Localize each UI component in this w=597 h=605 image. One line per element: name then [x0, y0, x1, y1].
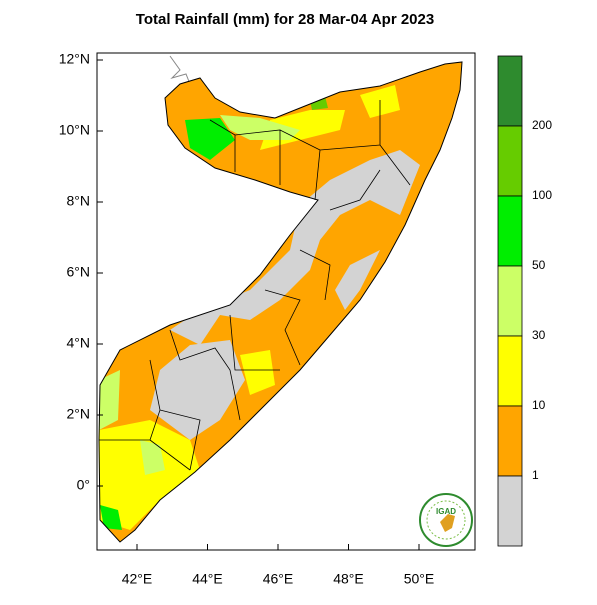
logo-map	[440, 514, 455, 532]
lon-label: 48°E	[333, 571, 364, 587]
colorbar-label: 200	[532, 118, 552, 132]
colorbar-label: 1	[532, 468, 539, 482]
lon-ticks: 42°E 44°E 46°E 48°E 50°E	[122, 544, 435, 587]
colorbar-box	[497, 335, 523, 407]
colorbar-box	[497, 55, 523, 127]
colorbar-label: 50	[532, 258, 546, 272]
igad-logo: IGAD	[419, 493, 473, 547]
lon-label: 42°E	[122, 571, 153, 587]
lat-label: 4°N	[67, 335, 91, 351]
map-title: Total Rainfall (mm) for 28 Mar-04 Apr 20…	[136, 11, 434, 28]
lon-label: 46°E	[263, 571, 294, 587]
border-line	[169, 55, 191, 85]
lat-label: 12°N	[59, 51, 90, 67]
colorbar-box	[497, 125, 523, 197]
lat-label: 10°N	[59, 122, 90, 138]
colorbar-box	[497, 475, 523, 547]
colorbar-box	[497, 265, 523, 337]
colorbar-label: 100	[532, 188, 552, 202]
lat-label: 0°	[77, 477, 90, 493]
lon-label: 44°E	[192, 571, 223, 587]
lat-label: 8°N	[67, 193, 91, 209]
colorbar-label: 10	[532, 398, 546, 412]
colorbar-label: 30	[532, 328, 546, 342]
lat-label: 6°N	[67, 264, 91, 280]
colorbar-box	[497, 405, 523, 477]
lon-label: 50°E	[404, 571, 435, 587]
admin-borders	[98, 61, 463, 543]
colorbar-box	[497, 195, 523, 267]
lat-label: 2°N	[67, 406, 91, 422]
colorbar: 200 100 50 30 10 1	[497, 55, 552, 547]
lat-ticks: 12°N 10°N 8°N 6°N 4°N 2°N 0°	[59, 51, 103, 493]
logo-text: IGAD	[436, 507, 456, 516]
